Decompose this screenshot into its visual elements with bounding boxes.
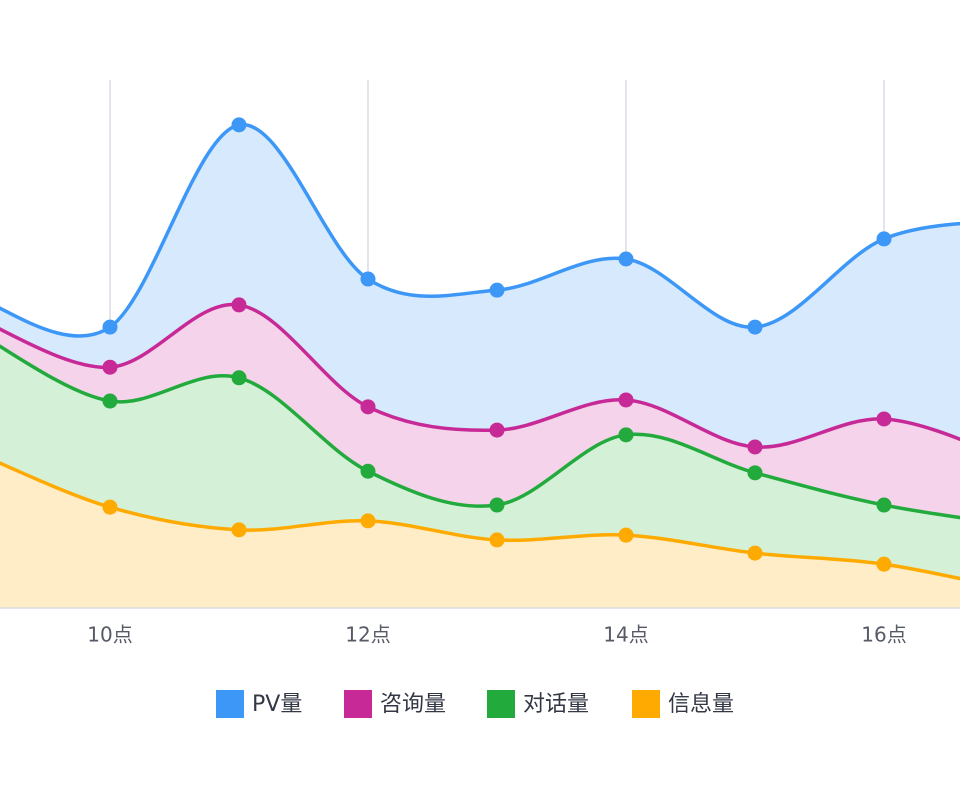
x-tick-label: 14点 <box>603 623 648 647</box>
point <box>489 282 505 298</box>
legend-swatch <box>344 690 372 718</box>
x-tick-label: 16点 <box>861 623 906 647</box>
point <box>618 392 634 408</box>
point <box>360 271 376 287</box>
point <box>489 497 505 513</box>
legend-item: 咨询量 <box>344 690 446 718</box>
point <box>360 513 376 529</box>
legend-label: 对话量 <box>523 692 589 717</box>
area <box>0 463 960 608</box>
point <box>102 499 118 515</box>
point <box>747 439 763 455</box>
point <box>360 463 376 479</box>
legend-label: 信息量 <box>668 692 734 717</box>
point <box>231 117 247 133</box>
point <box>618 251 634 267</box>
legend-swatch <box>216 690 244 718</box>
point <box>231 522 247 538</box>
point <box>876 556 892 572</box>
point <box>489 422 505 438</box>
point <box>876 497 892 513</box>
legend-label: 咨询量 <box>380 692 446 717</box>
point <box>747 319 763 335</box>
point <box>102 359 118 375</box>
point <box>102 393 118 409</box>
line <box>0 123 960 338</box>
legend-item: PV量 <box>216 690 302 718</box>
legend-item: 信息量 <box>632 690 734 718</box>
point <box>618 527 634 543</box>
x-tick-label: 10点 <box>87 623 132 647</box>
point <box>876 231 892 247</box>
point <box>231 370 247 386</box>
point <box>489 532 505 548</box>
legend-swatch <box>632 690 660 718</box>
legend-swatch <box>487 690 515 718</box>
legend-label: PV量 <box>252 692 302 717</box>
x-tick-label: 12点 <box>345 623 390 647</box>
point <box>876 411 892 427</box>
point <box>747 545 763 561</box>
legend-item: 对话量 <box>487 690 589 718</box>
point <box>360 399 376 415</box>
point <box>102 319 118 335</box>
point <box>618 427 634 443</box>
point <box>231 297 247 313</box>
point <box>747 465 763 481</box>
